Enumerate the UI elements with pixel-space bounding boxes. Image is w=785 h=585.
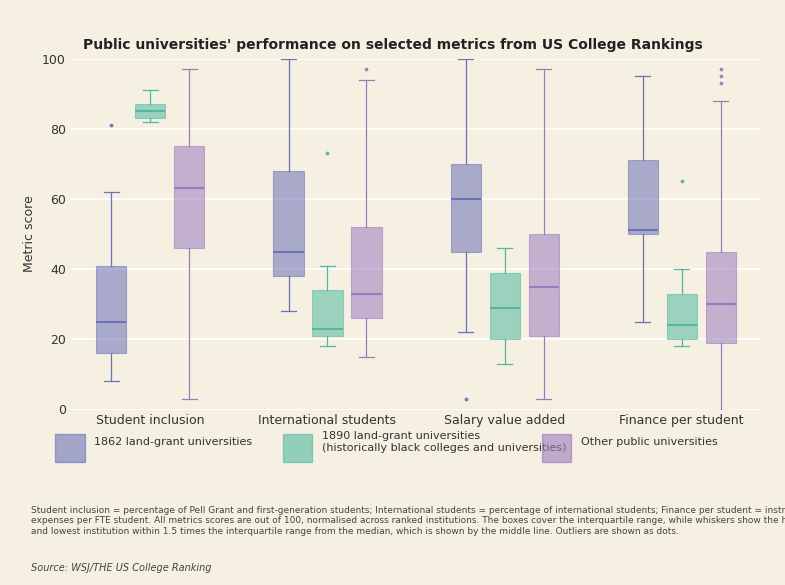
Text: Student inclusion = percentage of Pell Grant and first-generation students; Inte: Student inclusion = percentage of Pell G…	[31, 506, 785, 536]
PathPatch shape	[312, 290, 342, 336]
Text: Source: WSJ/THE US College Ranking: Source: WSJ/THE US College Ranking	[31, 563, 212, 573]
Text: Public universities' performance on selected metrics from US College Rankings: Public universities' performance on sele…	[82, 38, 703, 52]
PathPatch shape	[174, 146, 204, 248]
PathPatch shape	[352, 227, 382, 318]
PathPatch shape	[666, 294, 697, 339]
PathPatch shape	[706, 252, 736, 343]
PathPatch shape	[528, 234, 559, 336]
Text: 1890 land-grant universities
(historically black colleges and universities): 1890 land-grant universities (historical…	[322, 432, 566, 453]
Text: 1862 land-grant universities: 1862 land-grant universities	[94, 437, 252, 448]
PathPatch shape	[135, 104, 166, 118]
Y-axis label: Metric score: Metric score	[24, 195, 36, 273]
PathPatch shape	[490, 273, 520, 339]
PathPatch shape	[451, 164, 480, 252]
PathPatch shape	[97, 266, 126, 353]
PathPatch shape	[628, 160, 658, 234]
Text: Other public universities: Other public universities	[581, 437, 717, 448]
PathPatch shape	[273, 171, 304, 276]
